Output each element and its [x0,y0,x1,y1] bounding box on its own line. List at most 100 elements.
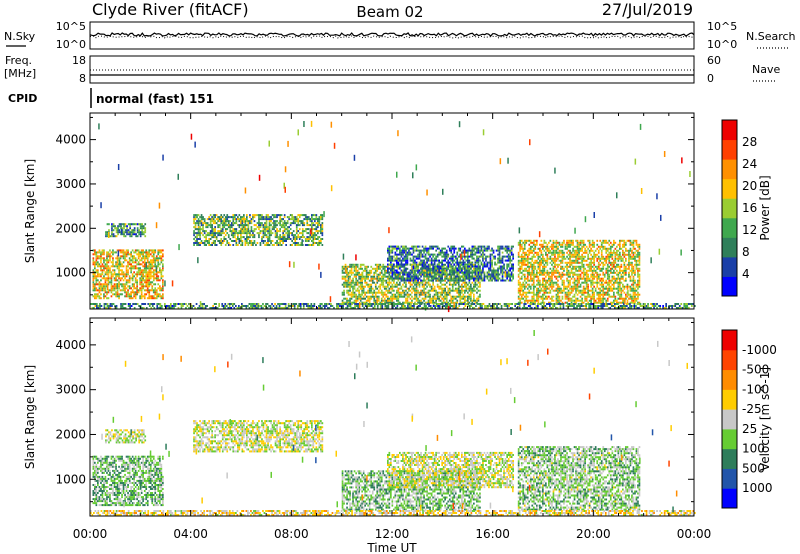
echo-cell [432,279,434,282]
echo-cell [454,301,457,304]
echo-cell [423,261,425,264]
echo-cell [418,273,421,276]
echo-cell [125,249,128,252]
echo-cell [244,224,247,227]
echo-cell [588,245,591,248]
echo-cell [465,281,468,284]
echo-cell [444,301,446,304]
echo-cell [253,236,256,239]
echo-cell [109,235,112,238]
echo-cell [100,275,102,278]
echo-cell [271,232,274,235]
echo-cell [468,255,471,258]
echo-cell [136,283,138,286]
echo-cell [495,269,498,272]
echo-cell [520,257,523,260]
echo-cell [498,251,501,254]
echo-cell [585,251,588,254]
echo-cell [124,235,127,238]
echo-cell [528,279,531,282]
echo-cell [520,239,523,242]
echo-cell [151,259,154,262]
echo-cell [95,289,98,292]
echo-cell [109,281,111,284]
echo-cell [526,249,529,252]
echo-cell [235,220,238,223]
echo-cell [482,249,484,252]
echo-cell [519,261,521,264]
echo-cell [427,293,430,296]
echo-cell [267,214,269,217]
echo-cell [362,269,365,272]
echo-cell [411,259,413,262]
echo-cell [501,245,504,248]
echo-cell [582,281,585,284]
echo-cell [461,251,463,254]
echo-cell [470,263,472,266]
echo-cell [551,269,553,272]
echo-cell [495,263,498,266]
echo-cell [244,244,247,246]
echo-cell [214,236,216,239]
echo-cell [464,265,466,268]
echo-cell [111,233,113,236]
echo-cell [542,279,544,282]
echo-cell [427,289,430,292]
echo-cell [573,277,576,280]
echo-cell [214,220,216,223]
echo-cell [106,261,108,264]
echo-cell [104,277,107,280]
echo-cell [92,285,95,288]
echo-cell [312,224,315,227]
echo-cell [125,293,128,296]
echo-cell [557,293,559,296]
echo-cell [450,289,453,292]
echo-cell [382,291,385,294]
echo-cell [240,236,242,239]
echo-cell [403,277,406,280]
echo-cell [566,255,568,258]
echo-cell [587,253,589,256]
echo-cell [567,273,570,276]
echo-cell [585,297,588,300]
echo-cell [557,263,559,266]
echo-cell [116,289,119,292]
echo-cell [411,283,413,286]
echo-cell [106,233,109,236]
echo-cell [321,216,324,219]
echo-cell [343,297,345,300]
echo-cell [127,271,129,274]
echo-cell [479,267,481,270]
echo-cell [575,279,577,282]
echo-cell [146,283,149,286]
echo-cell [486,245,489,248]
echo-cell [235,244,238,246]
echo-cell [506,263,508,266]
echo-cell [112,225,115,228]
echo-cell [200,224,203,227]
echo-cell [368,273,371,276]
echo-cell [522,293,525,296]
echo-cell [507,247,510,250]
echo-cell [194,216,197,219]
echo-cell [320,232,322,235]
echo-cell [137,257,140,260]
echo-cell [268,228,271,231]
echo-cell [448,273,451,276]
echo-cell [140,285,143,288]
echo-cell [491,271,493,274]
echo-cell [444,267,446,270]
echo-cell [110,287,113,290]
echo-cell [109,257,111,260]
echo-cell [479,277,481,280]
echo-cell [578,291,580,294]
echo-cell [154,265,157,268]
echo-cell [439,273,442,276]
echo-cell [127,295,129,298]
echo-cell [125,251,128,254]
echo-cell [539,261,541,264]
echo-cell [536,295,538,298]
echo-cell [474,283,477,286]
echo-cell [415,249,418,252]
